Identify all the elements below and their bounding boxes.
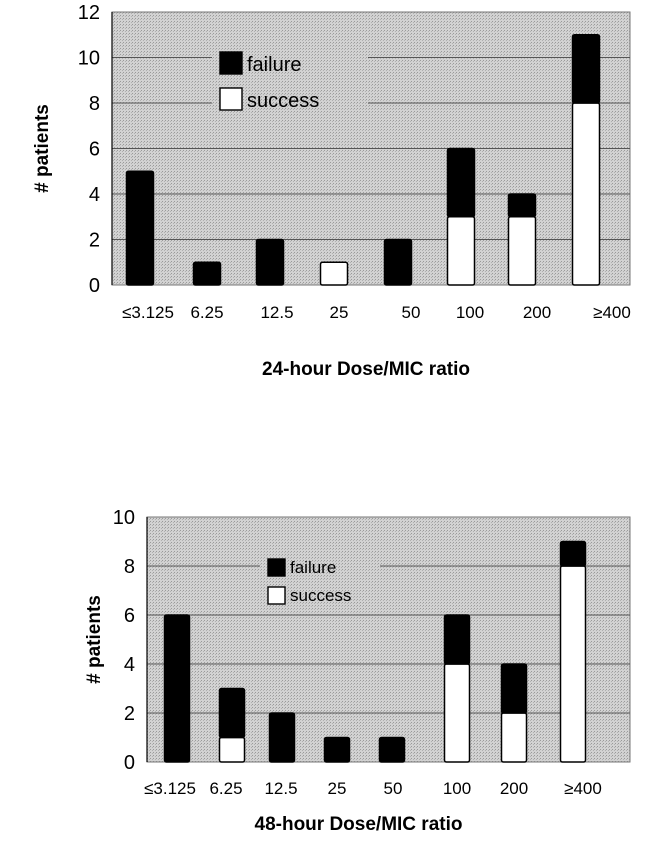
chart2-bar-failure bbox=[500, 663, 528, 714]
chart1-y-tick-label: 6 bbox=[89, 139, 100, 161]
chart2-bar-failure bbox=[378, 736, 406, 763]
chart2-bar-failure bbox=[268, 712, 296, 763]
chart2-y-tick-label: 8 bbox=[124, 556, 135, 578]
chart1-y-tick-label: 4 bbox=[89, 184, 100, 206]
chart2-legend-label-failure: failure bbox=[290, 558, 336, 577]
chart2-y-axis-title: # patients bbox=[84, 595, 105, 684]
chart2-legend-swatch-failure bbox=[267, 558, 286, 577]
chart2-x-tick-label: 25 bbox=[328, 779, 347, 798]
chart2-x-tick-label: 100 bbox=[443, 779, 471, 798]
chart2-bar-success bbox=[218, 736, 246, 763]
chart1-legend-swatch-failure bbox=[219, 51, 243, 75]
chart1-x-tick-label: 50 bbox=[402, 303, 421, 322]
chart1-bar-failure bbox=[255, 238, 285, 286]
chart-48-hour: 0 2 4 6 8 10 ≤3.125 6.25 12.5 25 50 100 200 ≥400 48-ho… bbox=[0, 500, 648, 843]
chart2-y-tick-label: 10 bbox=[113, 507, 135, 529]
chart2-bar-failure bbox=[163, 614, 191, 763]
chart2-y-tick-label: 0 bbox=[124, 752, 135, 774]
chart1-x-tick-label: 6.25 bbox=[190, 303, 223, 322]
chart2-y-tick-label: 4 bbox=[124, 654, 135, 676]
chart2-x-tick-label: 6.25 bbox=[209, 779, 242, 798]
chart1-bar-failure bbox=[125, 170, 155, 286]
chart2-legend: failure success bbox=[260, 547, 380, 613]
chart1-y-tick-label: 0 bbox=[89, 275, 100, 297]
chart1-y-tick-label: 10 bbox=[78, 48, 100, 70]
chart1-bar-failure bbox=[507, 193, 537, 218]
chart1-x-tick-label: 12.5 bbox=[260, 303, 293, 322]
chart2-legend-label-success: success bbox=[290, 586, 351, 605]
chart1-x-tick-label: 25 bbox=[330, 303, 349, 322]
chart2-bar-failure bbox=[323, 736, 351, 763]
chart2-x-tick-label: 200 bbox=[500, 779, 528, 798]
chart1-legend: failure success bbox=[212, 40, 368, 130]
chart1-bar-success bbox=[446, 216, 476, 286]
chart2-bar-success bbox=[559, 565, 587, 763]
chart-24-hour: 0 2 4 6 8 10 12 ≤3.125 6.25 12.5 25 50 100 200 ≥400 24-… bbox=[0, 0, 648, 420]
chart1-y-axis-title: # patients bbox=[32, 104, 53, 193]
chart2-x-tick-label: 12.5 bbox=[264, 779, 297, 798]
chart1-legend-label-success: success bbox=[247, 90, 319, 112]
chart1-bar-failure bbox=[192, 261, 222, 286]
chart1-y-tick-label: 12 bbox=[78, 2, 100, 24]
chart1-x-tick-label: 200 bbox=[523, 303, 551, 322]
chart-24-hour-svg: 0 2 4 6 8 10 12 ≤3.125 6.25 12.5 25 50 100 200 ≥400 24-… bbox=[32, 2, 631, 380]
chart2-bar-success bbox=[443, 663, 471, 763]
chart1-y-tick-label: 2 bbox=[89, 230, 100, 252]
chart2-x-tick-label: ≥400 bbox=[564, 779, 602, 798]
chart1-bar-failure bbox=[571, 34, 601, 104]
chart1-x-tick-label: 100 bbox=[456, 303, 484, 322]
chart1-x-tick-label: ≥400 bbox=[593, 303, 631, 322]
chart1-legend-swatch-success bbox=[219, 87, 243, 111]
chart2-bar-success bbox=[500, 712, 528, 763]
chart1-bar-failure bbox=[446, 147, 476, 218]
chart1-legend-label-failure: failure bbox=[247, 54, 301, 76]
chart1-bar-success bbox=[507, 216, 537, 286]
chart1-x-axis-title: 24-hour Dose/MIC ratio bbox=[262, 359, 470, 380]
chart2-y-tick-label: 2 bbox=[124, 703, 135, 725]
chart2-bar-failure bbox=[443, 614, 471, 665]
chart2-bar-failure bbox=[559, 540, 587, 567]
chart1-x-tick-label: ≤3.125 bbox=[122, 303, 174, 322]
chart1-bar-success bbox=[319, 261, 349, 286]
chart2-x-tick-label: 50 bbox=[384, 779, 403, 798]
chart-48-hour-svg: 0 2 4 6 8 10 ≤3.125 6.25 12.5 25 50 100 200 ≥400 48-ho… bbox=[84, 507, 631, 835]
chart2-bar-failure bbox=[218, 687, 246, 739]
chart2-y-tick-label: 6 bbox=[124, 605, 135, 627]
chart1-y-tick-label: 8 bbox=[89, 93, 100, 115]
chart1-bar-failure bbox=[383, 238, 413, 286]
chart2-legend-swatch-success bbox=[267, 586, 286, 605]
chart2-x-tick-label: ≤3.125 bbox=[144, 779, 196, 798]
chart1-bar-success bbox=[571, 102, 601, 286]
chart2-x-axis-title: 48-hour Dose/MIC ratio bbox=[255, 814, 463, 835]
